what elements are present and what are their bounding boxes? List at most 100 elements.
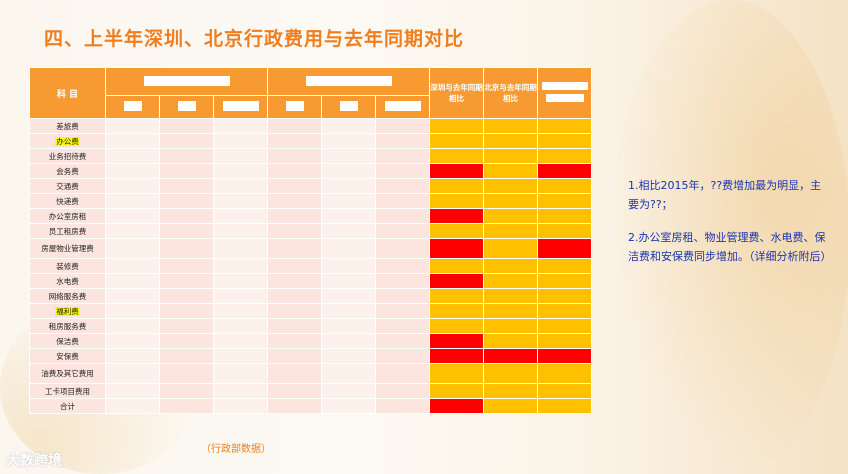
data-source: （行政部数据） <box>201 444 271 455</box>
normal-indicator <box>537 273 592 289</box>
data-cell <box>159 348 214 364</box>
row-subject: 交通费 <box>29 178 106 194</box>
data-cell <box>213 238 268 259</box>
data-cell <box>213 348 268 364</box>
subheader-redacted <box>159 95 214 119</box>
normal-indicator <box>483 258 538 274</box>
data-cell <box>159 238 214 259</box>
row-subject-label: 员工租房费 <box>48 226 87 236</box>
normal-indicator <box>483 133 538 149</box>
redacted-block <box>285 101 304 111</box>
data-cell <box>375 258 430 274</box>
data-cell <box>105 303 160 319</box>
analysis-notes: 1.相比2015年，??费增加最为明显，主要为??； 2.办公室房租、物业管理费… <box>628 176 832 280</box>
normal-indicator <box>483 383 538 399</box>
data-cell <box>267 383 322 399</box>
table-row: 交通费 <box>29 178 592 194</box>
row-subject-label: 合计 <box>60 401 75 411</box>
normal-indicator <box>483 208 538 224</box>
normal-indicator <box>537 303 592 319</box>
table-row: 办公费 <box>29 133 592 149</box>
table-row: 房屋物业管理费 <box>29 238 592 259</box>
increase-indicator <box>537 348 592 364</box>
data-cell <box>321 208 376 224</box>
table-row: 保洁费 <box>29 333 592 349</box>
normal-indicator <box>537 208 592 224</box>
redacted-block <box>143 75 230 86</box>
data-cell <box>213 133 268 149</box>
data-cell <box>105 208 160 224</box>
row-subject-label: 办公费 <box>55 136 80 146</box>
increase-indicator <box>429 273 484 289</box>
increase-indicator <box>537 163 592 179</box>
row-subject: 保洁费 <box>29 333 106 349</box>
data-cell <box>321 333 376 349</box>
data-cell <box>375 193 430 209</box>
row-subject: 福利费 <box>29 303 106 319</box>
normal-indicator <box>429 303 484 319</box>
data-cell <box>213 148 268 164</box>
data-cell <box>105 318 160 334</box>
data-cell <box>159 208 214 224</box>
normal-indicator <box>483 163 538 179</box>
normal-indicator <box>537 118 592 134</box>
data-cell <box>213 273 268 289</box>
data-cell <box>159 303 214 319</box>
data-cell <box>375 133 430 149</box>
normal-indicator <box>537 193 592 209</box>
row-subject: 办公室房租 <box>29 208 106 224</box>
data-cell <box>267 163 322 179</box>
data-cell <box>105 273 160 289</box>
data-cell <box>105 133 160 149</box>
data-cell <box>267 303 322 319</box>
table-row: 安保费 <box>29 348 592 364</box>
normal-indicator <box>483 363 538 384</box>
data-cell <box>375 318 430 334</box>
normal-indicator <box>483 303 538 319</box>
normal-indicator <box>429 383 484 399</box>
data-cell <box>105 363 160 384</box>
redacted-block <box>222 101 259 111</box>
data-cell <box>267 133 322 149</box>
expense-table: 科 目 深圳与去年同期相比 北京与去年同期相比 差旅费 办公费 业务招待费 会务费 交通… <box>29 67 592 414</box>
increase-indicator <box>483 348 538 364</box>
data-cell <box>375 118 430 134</box>
normal-indicator <box>429 148 484 164</box>
data-cell <box>105 118 160 134</box>
data-cell <box>267 398 322 414</box>
data-cell <box>159 223 214 239</box>
row-subject: 办公费 <box>29 133 106 149</box>
increase-indicator <box>429 208 484 224</box>
normal-indicator <box>483 318 538 334</box>
data-cell <box>267 318 322 334</box>
row-subject: 网络服务费 <box>29 288 106 304</box>
table-row: 网络服务费 <box>29 288 592 304</box>
normal-indicator <box>537 363 592 384</box>
data-cell <box>375 383 430 399</box>
subheader-redacted <box>321 95 376 119</box>
normal-indicator <box>483 118 538 134</box>
table-row: 会务费 <box>29 163 592 179</box>
data-cell <box>267 238 322 259</box>
normal-indicator <box>429 258 484 274</box>
data-cell <box>267 333 322 349</box>
data-cell <box>159 118 214 134</box>
data-cell <box>321 118 376 134</box>
data-cell <box>213 178 268 194</box>
row-subject-label: 福利费 <box>55 306 80 316</box>
wheat-decoration <box>610 0 848 474</box>
row-subject-label: 会务费 <box>56 166 79 176</box>
normal-indicator <box>537 258 592 274</box>
data-cell <box>159 383 214 399</box>
data-cell <box>267 363 322 384</box>
row-subject: 装修费 <box>29 258 106 274</box>
data-cell <box>213 223 268 239</box>
normal-indicator <box>483 223 538 239</box>
normal-indicator <box>483 238 538 259</box>
data-cell <box>159 193 214 209</box>
normal-indicator <box>429 178 484 194</box>
redacted-block <box>123 101 142 111</box>
data-cell <box>213 318 268 334</box>
note-1: 1.相比2015年，??费增加最为明显，主要为??； <box>628 179 822 211</box>
data-cell <box>375 163 430 179</box>
